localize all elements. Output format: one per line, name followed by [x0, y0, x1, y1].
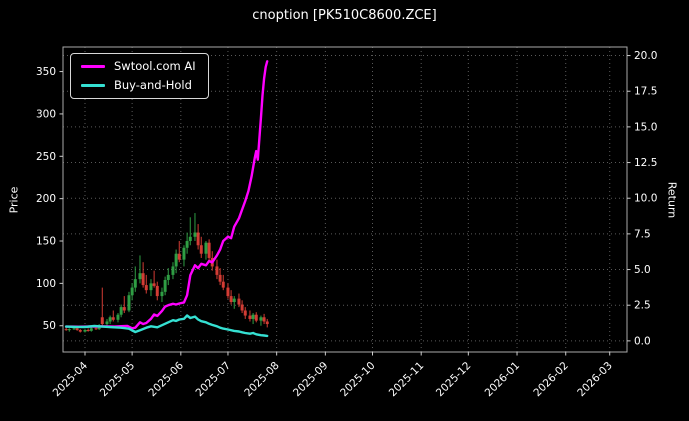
candle-body [94, 328, 98, 330]
candle-body [138, 273, 142, 280]
y-axis-label-price: Price [7, 186, 21, 214]
legend-label-ai: Swtool.com AI [114, 59, 196, 73]
x-tick-label: 2025-09 [291, 360, 331, 400]
candle-body [226, 287, 230, 297]
y-right-tick-label: 20.0 [634, 50, 657, 62]
x-tick-label: 2025-05 [98, 360, 138, 400]
y-left-tick-label: 300 [36, 108, 56, 120]
legend-item-buyhold: Buy-and-Hold [81, 77, 196, 92]
candle-body [119, 307, 123, 315]
candle-body [265, 321, 269, 325]
candle-body [130, 287, 134, 296]
candle-body [166, 274, 170, 280]
candle-body [240, 304, 244, 311]
legend-label-buyhold: Buy-and-Hold [114, 77, 192, 92]
candle-body [133, 279, 137, 288]
candle-body [221, 281, 225, 288]
candle-body [100, 317, 104, 325]
y-left-tick-label: 100 [36, 278, 56, 290]
candle-body [188, 236, 192, 242]
y-right-tick-label: 0.0 [634, 335, 651, 347]
candle-body [78, 329, 82, 332]
candle-body [262, 317, 266, 322]
y-right-tick-label: 5.0 [634, 264, 651, 276]
candle-body [116, 314, 120, 320]
x-tick-label: 2025-10 [338, 360, 378, 400]
plot-border [62, 46, 628, 353]
legend: Swtool.com AI Buy-and-Hold [70, 53, 209, 99]
candle-body [259, 317, 263, 321]
candle-body [89, 328, 93, 331]
candle-body [232, 298, 236, 303]
candle-body [83, 329, 87, 332]
candle-body [127, 295, 131, 311]
x-tick-label: 2025-06 [146, 359, 186, 399]
candle-body [237, 298, 241, 305]
candle-body [193, 232, 197, 237]
candle-body [207, 242, 211, 258]
y-right-tick-label: 15.0 [634, 121, 657, 133]
candle-body [204, 242, 208, 254]
candle-body [67, 329, 71, 331]
x-tick-label: 2026-02 [531, 360, 571, 400]
x-tick-label: 2025-12 [434, 360, 474, 400]
candle-body [108, 317, 112, 322]
candle-body [86, 329, 90, 331]
candle-body [229, 296, 233, 303]
candle-body [72, 328, 76, 330]
candle-body [105, 321, 109, 325]
candle-body [141, 273, 145, 286]
candle-body [218, 274, 222, 282]
candle-body [199, 245, 203, 254]
candle-body [122, 307, 126, 311]
candle-body [182, 247, 186, 260]
y-left-tick-label: 50 [43, 320, 56, 332]
candle-body [64, 329, 68, 331]
candle-body [254, 314, 258, 321]
candle-body [171, 266, 175, 275]
legend-swatch-ai [81, 65, 105, 69]
candle-body [75, 328, 79, 330]
x-tick-label: 2025-11 [387, 360, 427, 400]
legend-item-ai: Swtool.com AI [81, 59, 196, 73]
y-right-tick-label: 17.5 [634, 86, 657, 98]
candle-body [163, 279, 167, 292]
chart-title: cnoption [PK510C8600.ZCE] [252, 8, 437, 23]
y-left-tick-label: 200 [36, 193, 56, 205]
candle-body [111, 317, 115, 320]
x-tick-label: 2026-03 [575, 360, 615, 400]
series-line-buyhold [64, 314, 269, 338]
y-right-tick-label: 12.5 [634, 157, 657, 169]
candle-body [160, 291, 164, 297]
x-tick-label: 2025-04 [51, 359, 91, 399]
candle-body [144, 285, 148, 291]
y-right-tick-label: 10.0 [634, 193, 657, 205]
candle-body [243, 310, 247, 316]
x-tick-label: 2025-08 [242, 360, 282, 400]
candle-body [149, 283, 153, 291]
y-right-tick-label: 2.5 [634, 300, 651, 312]
candle-body [152, 283, 156, 286]
legend-swatch-buyhold [81, 83, 105, 87]
y-axis-label-return: Return [665, 181, 679, 219]
y-left-tick-label: 150 [36, 236, 56, 248]
x-tick-label: 2026-01 [483, 360, 523, 400]
candle-body [196, 232, 200, 246]
y-left-tick-label: 250 [36, 151, 56, 163]
candle-body [248, 315, 252, 319]
y-right-tick-label: 7.5 [634, 228, 651, 240]
series-line-ai [64, 60, 269, 330]
y-left-tick-label: 350 [36, 66, 56, 78]
candle-body [251, 314, 255, 319]
candle-body [155, 285, 159, 297]
candle-body [185, 241, 189, 248]
candle-body [174, 253, 178, 267]
candle-body [177, 253, 181, 260]
candle-body [215, 266, 219, 275]
x-tick-label: 2025-07 [194, 360, 234, 400]
